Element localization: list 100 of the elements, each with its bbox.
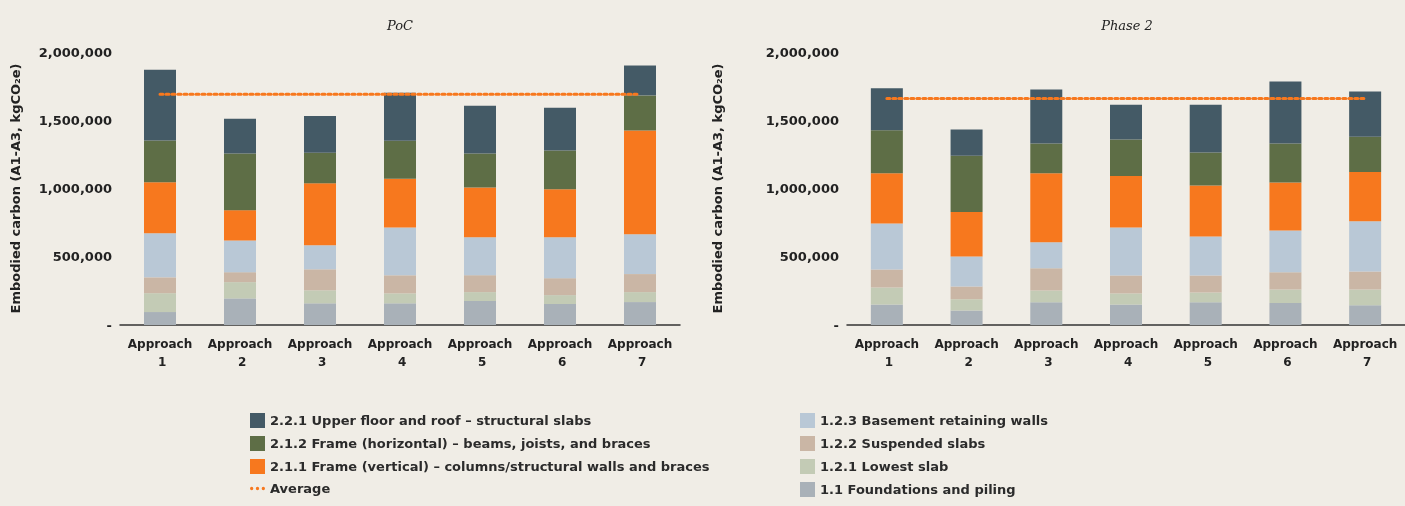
x-tick-label: Approach 5 xyxy=(1173,337,1238,369)
bar xyxy=(624,302,656,325)
bar xyxy=(950,212,983,257)
bar xyxy=(1189,104,1222,153)
bar xyxy=(384,275,416,294)
bar xyxy=(464,187,496,238)
y-tick-label: 1,000,000 xyxy=(765,181,839,196)
bar xyxy=(304,115,336,153)
bar xyxy=(544,107,576,151)
bar xyxy=(144,312,176,325)
x-tick-label: Approach 6 xyxy=(1253,337,1318,369)
bar xyxy=(1189,292,1222,303)
bar xyxy=(224,153,256,211)
x-tick-label: Approach 1 xyxy=(854,337,920,369)
x-tick-label: Approach 5 xyxy=(447,337,513,369)
bar xyxy=(544,237,576,279)
bar xyxy=(950,129,983,156)
bar xyxy=(1030,290,1063,303)
bar xyxy=(144,293,176,313)
bar xyxy=(304,183,336,246)
bar xyxy=(144,140,176,183)
bar xyxy=(144,277,176,294)
bar xyxy=(624,130,656,235)
x-tick-label: Approach 6 xyxy=(527,337,593,369)
bar xyxy=(870,173,903,224)
legend-label: 1.2.2 Suspended slabs xyxy=(820,436,986,451)
bar xyxy=(1110,275,1142,294)
bar xyxy=(1269,272,1302,290)
bar xyxy=(1030,89,1063,144)
bar xyxy=(1110,139,1142,177)
bar xyxy=(950,310,983,325)
bar xyxy=(1349,289,1382,306)
y-axis-title: Embodied carbon (A1-A3, kgCO₂e) xyxy=(710,63,725,314)
bar xyxy=(224,298,256,325)
bar xyxy=(1349,172,1382,222)
bar xyxy=(950,256,983,287)
legend-label: 1.1 Foundations and piling xyxy=(820,482,1016,497)
bar xyxy=(870,287,903,305)
legend-label: 2.1.1 Frame (vertical) – columns/structural walls and braces xyxy=(270,459,710,474)
x-tick-label: Approach 4 xyxy=(1093,337,1159,369)
bar xyxy=(464,300,496,325)
bar xyxy=(1269,230,1302,273)
bar xyxy=(304,152,336,184)
bar xyxy=(464,275,496,293)
bar xyxy=(544,189,576,238)
bar xyxy=(304,245,336,270)
bar xyxy=(1110,104,1142,140)
legend-label: 2.2.1 Upper floor and roof – structural slabs xyxy=(270,413,592,428)
chart-title: PoC xyxy=(386,18,414,33)
legend-label: Average xyxy=(270,481,331,496)
bar xyxy=(224,282,256,299)
bar xyxy=(384,178,416,228)
bar xyxy=(1030,302,1063,325)
bar xyxy=(544,303,576,325)
bar xyxy=(144,182,176,234)
bar xyxy=(1030,143,1063,174)
legend-label: 1.2.1 Lowest slab xyxy=(820,459,949,474)
bar xyxy=(624,292,656,303)
bar xyxy=(1349,305,1382,325)
bar xyxy=(384,92,416,141)
bar xyxy=(1110,227,1142,276)
x-tick-label: Approach 3 xyxy=(287,337,353,369)
bar xyxy=(950,286,983,300)
bar xyxy=(1110,293,1142,305)
bar xyxy=(950,155,983,213)
bar xyxy=(224,210,256,241)
bar xyxy=(1030,242,1063,269)
bar xyxy=(1349,221,1382,272)
bar xyxy=(870,304,903,325)
bar xyxy=(1110,304,1142,325)
bar xyxy=(384,293,416,304)
y-tick-label: 1,500,000 xyxy=(765,112,839,128)
bar xyxy=(1269,81,1302,144)
bar xyxy=(224,240,256,273)
bar xyxy=(384,140,416,179)
bar xyxy=(950,299,983,311)
bar xyxy=(1189,302,1222,325)
x-tick-label: Approach 7 xyxy=(1332,337,1398,369)
bar xyxy=(144,69,176,141)
bar xyxy=(1110,176,1142,228)
bar xyxy=(464,105,496,154)
bar xyxy=(1189,275,1222,293)
x-tick-label: Approach 4 xyxy=(367,337,433,369)
x-tick-label: Approach 2 xyxy=(207,337,273,369)
legend-label: 1.2.3 Basement retaining walls xyxy=(820,413,1049,428)
y-tick-label: 1,000,000 xyxy=(38,181,112,196)
y-tick-label: 500,000 xyxy=(779,249,839,265)
bar xyxy=(870,223,903,270)
legend-label: 2.1.2 Frame (horizontal) – beams, joists, and braces xyxy=(270,436,651,451)
bar xyxy=(464,153,496,188)
bar xyxy=(1269,182,1302,231)
y-tick-label: - xyxy=(106,317,112,333)
bar xyxy=(870,88,903,131)
bar xyxy=(1189,185,1222,237)
bar xyxy=(870,130,903,174)
bar xyxy=(544,295,576,304)
bar xyxy=(224,118,256,154)
bar xyxy=(624,274,656,293)
bar xyxy=(1269,289,1302,304)
bar xyxy=(464,237,496,276)
